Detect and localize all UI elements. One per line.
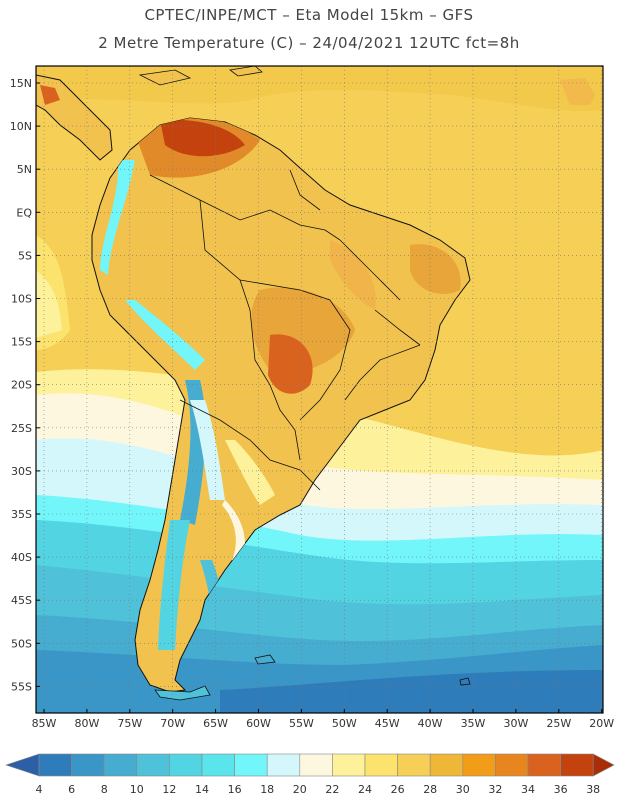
temperature-map: 15N 10N 5N EQ 5S 10S 15S 20S 25S 30S 35S 40S 45S 50S 5… [10,65,614,730]
legend-low-arrow [5,753,40,777]
legend-swatch [136,753,170,777]
lat-label: 50S [11,637,32,650]
legend-swatch [560,753,594,777]
map-title: CPTEC/INPE/MCT – Eta Model 15km – GFS [144,6,474,24]
lat-label: 55S [11,680,32,693]
map-frame [35,65,604,714]
lon-label: 75W [117,717,142,730]
legend-tick-label: 26 [391,783,405,796]
legend-swatch [266,753,301,777]
legend-swatch [429,753,464,777]
legend-tick-label: 4 [36,783,43,796]
lat-label: 10N [10,120,32,133]
lat-label: 15N [10,77,32,90]
lat-label: EQ [16,206,32,219]
latitude-labels: 15N 10N 5N EQ 5S 10S 15S 20S 25S 30S 35S 40S 45S 50S 5… [10,77,40,693]
legend-tick-label: 12 [162,783,176,796]
lon-label: 65W [203,717,228,730]
map-subtitle: 2 Metre Temperature (C) – 24/04/2021 12U… [98,34,520,52]
legend-tick-label: 10 [130,783,144,796]
legend-tick-label: 6 [68,783,75,796]
legend-tick-label: 34 [521,783,535,796]
legend-swatch [397,753,431,777]
lat-label: 10S [11,293,32,306]
legend-swatch [495,753,529,777]
legend-swatch [103,753,138,777]
legend-tick-label: 36 [554,783,568,796]
lat-label: 30S [11,465,32,478]
lon-label: 70W [160,717,185,730]
lat-label: 45S [11,594,32,607]
lat-label: 15S [11,336,32,349]
legend-swatch [299,753,333,777]
lon-label: 80W [74,717,99,730]
legend-swatch [527,753,561,777]
legend-tick-label: 30 [456,783,470,796]
legend-swatch [71,753,105,777]
legend-swatch [201,753,235,777]
lon-label: 50W [332,717,357,730]
legend-tick-label: 28 [423,783,437,796]
legend-swatch [169,753,203,777]
legend-tick-label: 32 [488,783,502,796]
lon-label: 25W [546,717,571,730]
legend-swatch [462,753,496,777]
lon-label: 20W [589,717,614,730]
lon-label: 85W [32,717,57,730]
lat-lon-grid [36,66,603,713]
legend-swatch [364,753,398,777]
lat-label: 5N [17,163,32,176]
legend-tick-label: 16 [228,783,242,796]
lat-label: 5S [18,249,32,262]
lon-label: 45W [375,717,400,730]
legend-swatch [234,753,268,777]
lon-label: 35W [461,717,486,730]
longitude-labels: 85W 80W 75W 70W 65W 60W 55W 50W 45W 40W 35W 30W 25W 2… [32,709,614,730]
lon-label: 55W [289,717,314,730]
lat-label: 40S [11,551,32,564]
lon-label: 60W [246,717,271,730]
legend-tick-label: 8 [101,783,108,796]
legend-tick-label: 38 [586,783,600,796]
legend-tick-label: 18 [260,783,274,796]
legend-tick-label: 24 [358,783,372,796]
lat-label: 35S [11,508,32,521]
legend-tick-label: 22 [325,783,339,796]
color-scale-legend: 4 6 8 10 12 14 16 18 20 22 24 26 28 30 32 34 36 38 [5,753,615,796]
lon-label: 30W [503,717,528,730]
legend-tick-label: 20 [293,783,307,796]
lat-label: 25S [11,422,32,435]
legend-swatch [38,753,72,777]
lon-label: 40W [418,717,443,730]
legend-tick-label: 14 [195,783,209,796]
lat-label: 20S [11,379,32,392]
legend-swatch [332,753,366,777]
legend-high-arrow [592,753,615,777]
